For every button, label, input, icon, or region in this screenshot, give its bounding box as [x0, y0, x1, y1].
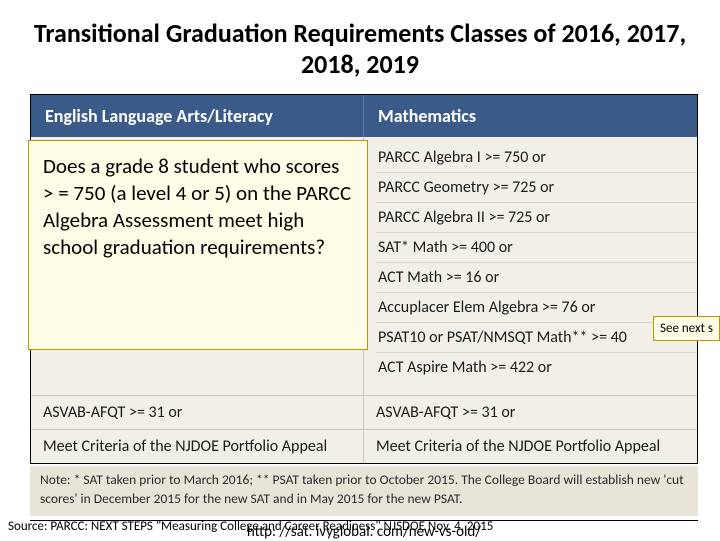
note-strip: Note: * SAT taken prior to March 2016; *… — [30, 466, 698, 516]
table-row: ASVAB-AFQT >= 31 or ASVAB-AFQT >= 31 or — [31, 396, 697, 430]
source-line: Source: PARCC: NEXT STEPS "Measuring Col… — [8, 519, 493, 534]
math-column: PARCC Algebra I >= 750 or PARCC Geometry… — [364, 137, 697, 395]
math-row: PARCC Geometry >= 725 or — [376, 173, 697, 203]
math-row: PSAT10 or PSAT/NMSQT Math** >= 40 — [376, 323, 697, 353]
math-row: ACT Aspire Math >= 422 or — [376, 353, 697, 382]
math-row: Accuplacer Elem Algebra >= 76 or — [376, 293, 697, 323]
math-row: PARCC Algebra I >= 750 or — [376, 143, 697, 173]
table-body: Does a grade 8 student who scores > = 75… — [31, 137, 697, 395]
table-header-row: English Language Arts/Literacy Mathemati… — [31, 95, 697, 137]
math-row: ACT Math >= 16 or — [376, 263, 697, 293]
cell-asvab-left: ASVAB-AFQT >= 31 or — [31, 396, 364, 430]
header-ela: English Language Arts/Literacy — [31, 95, 364, 137]
bottom-rows: ASVAB-AFQT >= 31 or ASVAB-AFQT >= 31 or … — [31, 395, 697, 463]
table-row: Meet Criteria of the NJDOE Portfolio App… — [31, 430, 697, 463]
question-overlay: Does a grade 8 student who scores > = 75… — [28, 140, 368, 350]
cell-portfolio-left: Meet Criteria of the NJDOE Portfolio App… — [31, 430, 364, 463]
cell-asvab-right: ASVAB-AFQT >= 31 or — [364, 396, 697, 430]
slide-title: Transitional Graduation Requirements Cla… — [0, 0, 720, 88]
ela-column: Does a grade 8 student who scores > = 75… — [31, 137, 364, 395]
math-row: SAT* Math >= 400 or — [376, 233, 697, 263]
see-next-hint: See next s — [653, 316, 720, 341]
header-math: Mathematics — [364, 95, 697, 137]
requirements-table: English Language Arts/Literacy Mathemati… — [30, 94, 698, 464]
cell-portfolio-right: Meet Criteria of the NJDOE Portfolio App… — [364, 430, 697, 463]
math-row: PARCC Algebra II >= 725 or — [376, 203, 697, 233]
